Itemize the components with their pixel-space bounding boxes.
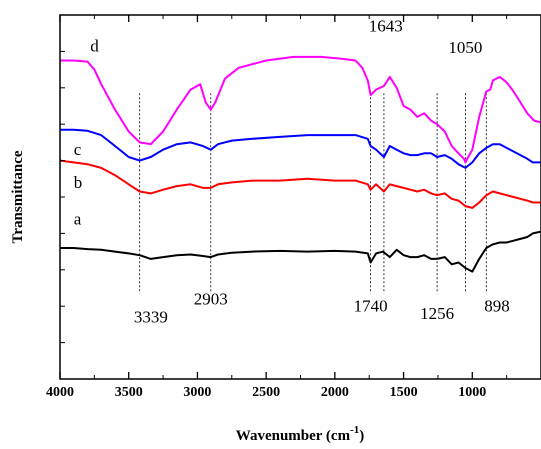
series-line-d [60,55,541,164]
series-line-a [60,230,541,273]
series-line-c [60,128,541,169]
axis-ticks: 4000 3500 3000 2500 2000 1500 1000 [46,15,508,400]
reference-lines [139,93,487,294]
curve-label-b: b [74,173,83,192]
peak-label: 1050 [448,38,482,57]
x-tick-label: 3500 [115,385,143,400]
curve-label-d: d [90,36,99,55]
peak-label: 1643 [369,16,403,35]
y-axis-title: Transmittance [10,150,26,243]
peak-annotations: 3339 2903 1740 1256 898 1643 1050 [134,16,510,326]
curve-label-c: c [74,140,82,159]
x-tick-label: 1500 [390,385,418,400]
plot-frame [59,14,541,380]
x-tick-label: 1000 [458,385,486,400]
curve-label-a: a [74,209,82,228]
series-layer [59,55,541,273]
x-tick-label: 4000 [46,385,74,400]
x-tick-label: 2500 [252,385,280,400]
peak-label: 898 [484,297,510,316]
peak-label: 2903 [194,289,228,308]
series-line-b [59,159,541,209]
peak-label: 1256 [420,304,454,323]
x-tick-label: 3000 [183,385,211,400]
curve-labels: abc d [74,36,99,228]
peak-label: 3339 [134,308,168,327]
x-axis-title-main: Wavenumber (cm [236,428,351,444]
peak-label: 1740 [354,297,388,316]
x-axis-title: Wavenumber (cm-1) [236,424,364,444]
x-axis-title-close: ) [359,428,364,444]
x-tick-label: 2000 [321,385,349,400]
x-axis-title-superscript: -1 [350,424,359,436]
